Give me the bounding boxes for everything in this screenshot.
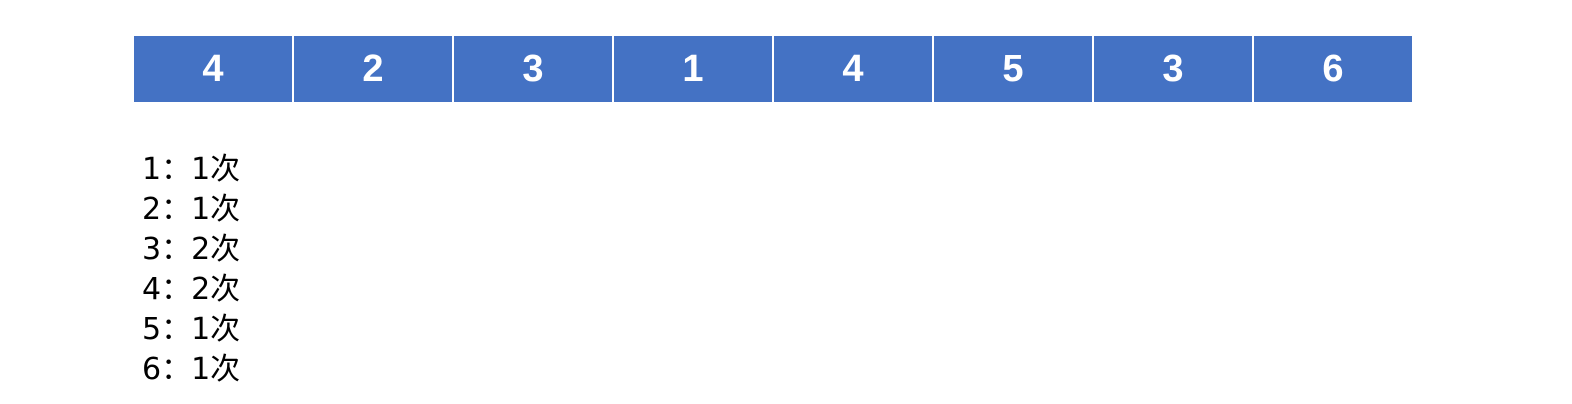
array-cell: 4 xyxy=(134,36,292,102)
count-line: 1：1次 xyxy=(142,152,241,187)
array-cell: 6 xyxy=(1254,36,1412,102)
array-cell: 3 xyxy=(1094,36,1252,102)
count-line: 3：2次 xyxy=(142,232,241,267)
array-cell: 4 xyxy=(774,36,932,102)
count-line: 5：1次 xyxy=(142,312,241,347)
array-cell: 3 xyxy=(454,36,612,102)
array-cell: 1 xyxy=(614,36,772,102)
count-line: 6：1次 xyxy=(142,352,241,387)
array-cell: 2 xyxy=(294,36,452,102)
number-array: 4 2 3 1 4 5 3 6 xyxy=(134,36,1412,102)
array-cell: 5 xyxy=(934,36,1092,102)
count-list: 1：1次 2：1次 3：2次 4：2次 5：1次 6：1次 xyxy=(142,150,240,390)
count-line: 4：2次 xyxy=(142,272,241,307)
count-line: 2：1次 xyxy=(142,192,241,227)
